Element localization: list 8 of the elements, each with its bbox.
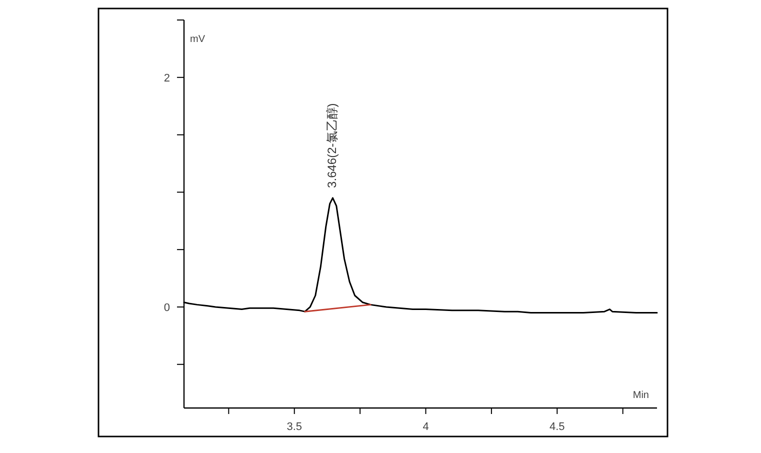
annotation: 3.646(2-氯乙醇): [324, 103, 339, 188]
x-tick-label: 3.5: [286, 421, 302, 433]
x-tick-label: 4: [422, 421, 429, 433]
x-axis-title: Min: [632, 390, 649, 401]
y-tick-label: 0: [164, 302, 170, 314]
x-tick-label: 4.5: [549, 421, 565, 433]
y-axis-title: mV: [190, 34, 206, 45]
y-tick-label: 2: [164, 72, 170, 84]
